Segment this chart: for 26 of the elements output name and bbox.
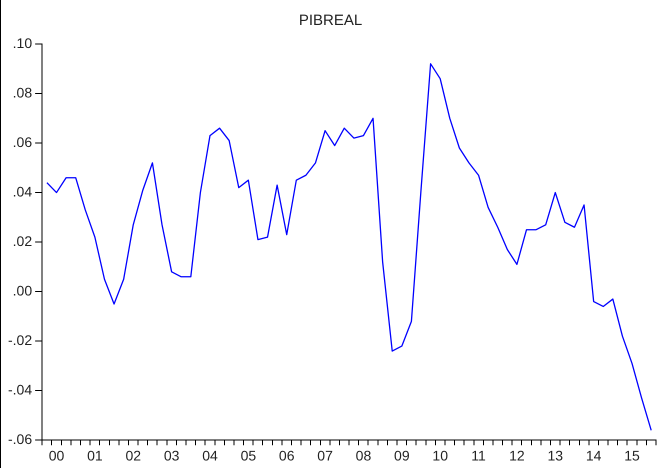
x-tick-label: 03 [164, 447, 180, 464]
y-tick-label: -.02 [8, 332, 32, 348]
x-tick-label: 02 [125, 447, 142, 464]
x-tick-label: 12 [509, 447, 525, 464]
x-tick-label: 10 [432, 447, 448, 464]
x-tick-label: 14 [586, 447, 602, 464]
y-tick-label: -.04 [8, 382, 32, 398]
x-tick-label: 05 [240, 447, 256, 464]
chart-title: PIBREAL [298, 12, 362, 30]
y-tick-label: .08 [12, 84, 32, 100]
y-tick-label: .10 [12, 34, 32, 51]
y-tick-label: .02 [12, 232, 32, 249]
x-tick-label: 06 [278, 447, 295, 464]
x-tick-label: 11 [471, 447, 486, 464]
x-tick-label: 07 [317, 447, 334, 464]
x-tick-label: 09 [394, 447, 410, 464]
y-tick-label: .04 [12, 183, 32, 200]
x-tick-label: 13 [547, 447, 564, 464]
y-tick-label: .06 [12, 134, 32, 150]
x-tick-label: 08 [356, 447, 372, 464]
x-tick-label: 01 [87, 447, 103, 464]
y-tick-label: .00 [12, 282, 32, 298]
y-tick-label: -.06 [8, 431, 32, 448]
x-tick-label: 15 [624, 447, 640, 464]
x-tick-label: 00 [48, 447, 65, 464]
x-tick-label: 04 [202, 447, 218, 464]
